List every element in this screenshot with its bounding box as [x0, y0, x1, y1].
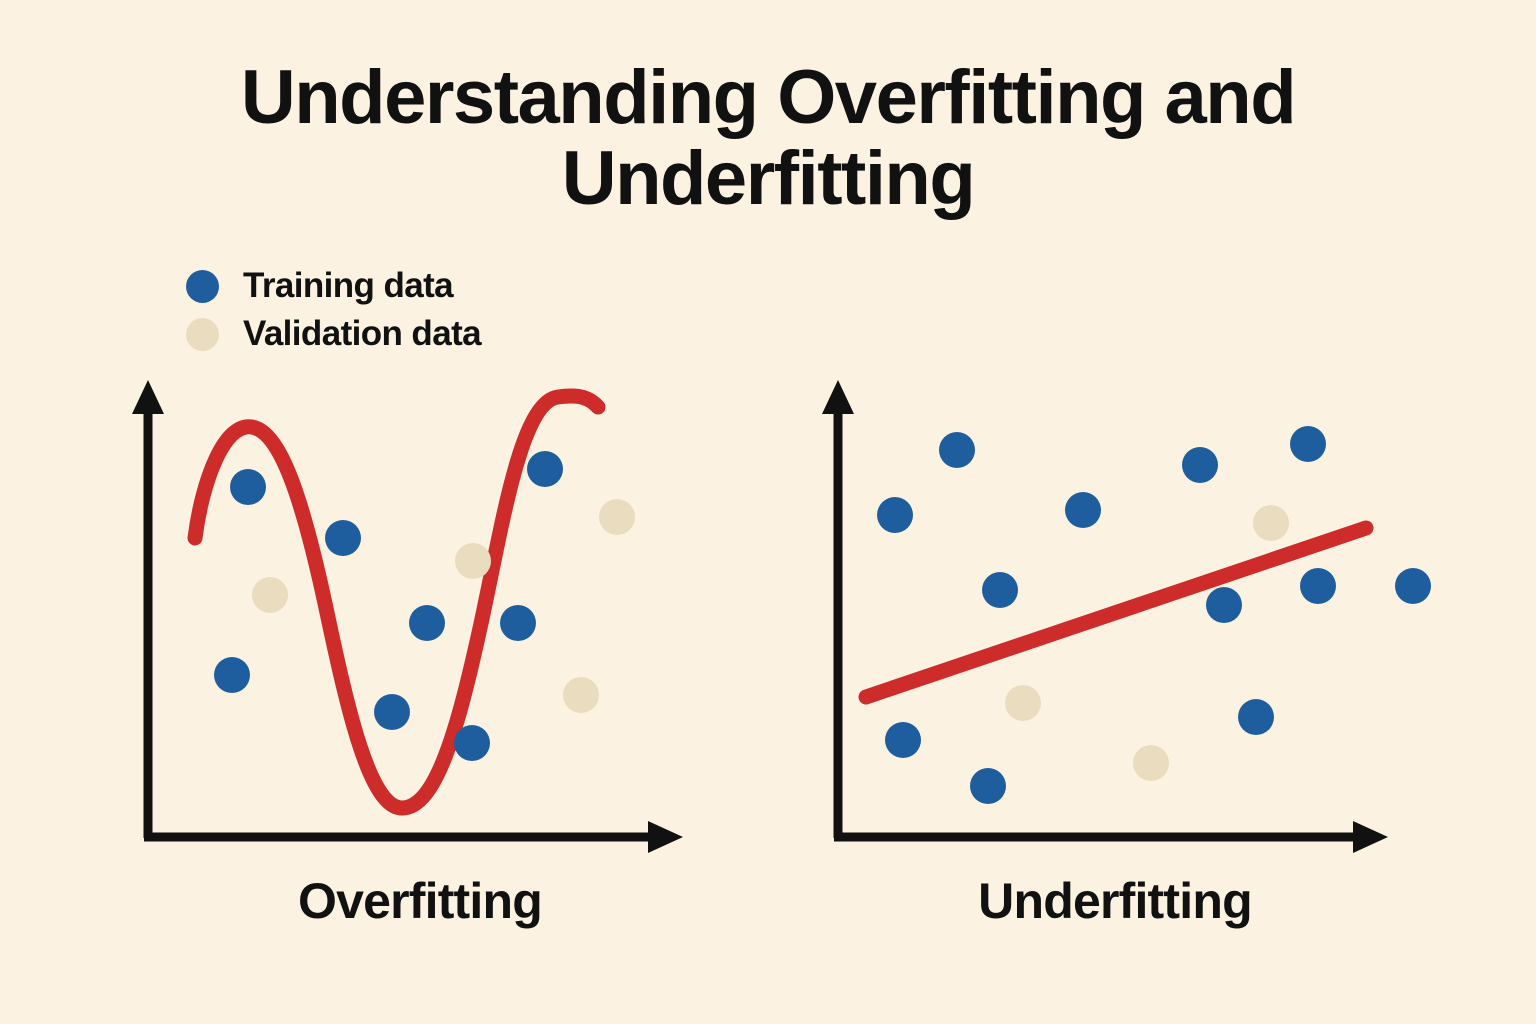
training-data-point	[374, 694, 410, 730]
training-data-point	[214, 657, 250, 693]
training-data-point	[230, 469, 266, 505]
validation-data-point	[563, 677, 599, 713]
training-data-point	[1065, 492, 1101, 528]
legend-item-training: Training data	[186, 262, 481, 310]
training-data-point	[500, 605, 536, 641]
training-data-point	[970, 768, 1006, 804]
y-axis-arrow-icon	[822, 380, 854, 414]
chart-legend: Training data Validation data	[186, 262, 482, 358]
validation-data-point	[599, 499, 635, 535]
overfitting-validation-points	[252, 499, 635, 713]
validation-data-point	[252, 577, 288, 613]
underfitting-model-line	[858, 520, 1374, 705]
x-axis-arrow-icon	[648, 821, 683, 853]
overfitting-training-points	[214, 451, 563, 761]
underfitting-training-points	[877, 426, 1431, 804]
training-data-swatch-icon	[186, 269, 219, 303]
training-data-point	[1206, 587, 1242, 623]
training-data-point	[1238, 699, 1274, 735]
overfitting-chart-svg	[132, 380, 683, 853]
training-data-point	[527, 451, 563, 487]
validation-data-swatch-icon	[186, 317, 219, 351]
chart-panel-underfitting	[810, 378, 1431, 868]
validation-data-point	[1253, 505, 1289, 541]
training-data-point	[885, 722, 921, 758]
overfitting-model-curve	[187, 388, 606, 816]
underfitting-validation-points	[1005, 505, 1289, 781]
training-data-point	[325, 520, 361, 556]
validation-data-point	[1133, 745, 1169, 781]
training-data-point	[1395, 568, 1431, 604]
underfitting-chart-svg	[822, 380, 1431, 853]
chart-panel-overfitting	[120, 378, 720, 868]
training-data-point	[1290, 426, 1326, 462]
validation-data-point	[1005, 685, 1041, 721]
page-title: Understanding Overfitting and Underfitti…	[240, 55, 1297, 221]
overfitting-axes	[132, 380, 683, 853]
x-axis-arrow-icon	[1353, 821, 1388, 853]
caption-overfitting: Overfitting	[298, 873, 543, 929]
legend-item-validation: Validation data	[186, 310, 482, 358]
training-data-point	[454, 725, 490, 761]
training-data-point	[982, 572, 1018, 608]
training-data-point	[1300, 568, 1336, 604]
training-data-point	[1182, 447, 1218, 483]
underfitting-axes	[822, 380, 1388, 853]
validation-data-point	[455, 543, 491, 579]
legend-label-training: Training data	[243, 266, 454, 305]
legend-label-validation: Validation data	[243, 314, 482, 353]
caption-underfitting: Underfitting	[978, 873, 1252, 929]
y-axis-arrow-icon	[132, 380, 164, 414]
training-data-point	[939, 432, 975, 468]
training-data-point	[409, 605, 445, 641]
training-data-point	[877, 497, 913, 533]
